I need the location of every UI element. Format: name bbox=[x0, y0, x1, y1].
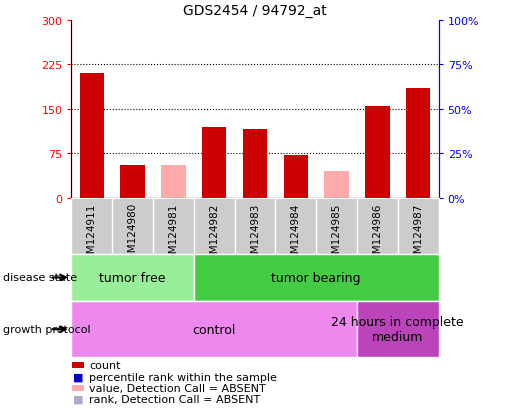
Text: GSM124980: GSM124980 bbox=[127, 203, 137, 266]
Bar bbox=[356, 301, 438, 357]
Bar bbox=[405, 89, 430, 198]
Text: percentile rank within the sample: percentile rank within the sample bbox=[89, 372, 276, 382]
Text: tumor free: tumor free bbox=[99, 271, 165, 284]
Text: disease state: disease state bbox=[3, 273, 76, 283]
Text: value, Detection Call = ABSENT: value, Detection Call = ABSENT bbox=[89, 383, 266, 393]
Bar bbox=[120, 166, 145, 198]
Bar bbox=[364, 107, 389, 198]
Bar bbox=[79, 74, 104, 198]
Text: GSM124987: GSM124987 bbox=[412, 203, 422, 266]
Text: tumor bearing: tumor bearing bbox=[271, 271, 360, 284]
Text: GSM124985: GSM124985 bbox=[331, 203, 341, 266]
Text: ■: ■ bbox=[73, 372, 83, 382]
Text: GSM124986: GSM124986 bbox=[372, 203, 382, 266]
Text: 24 hours in complete
medium: 24 hours in complete medium bbox=[331, 316, 463, 343]
Text: rank, Detection Call = ABSENT: rank, Detection Call = ABSENT bbox=[89, 394, 260, 404]
Bar bbox=[283, 156, 307, 198]
Text: growth protocol: growth protocol bbox=[3, 324, 90, 335]
Text: GSM124982: GSM124982 bbox=[209, 203, 219, 266]
Text: control: control bbox=[192, 323, 236, 336]
Bar bbox=[324, 172, 348, 198]
Bar bbox=[71, 301, 356, 357]
Bar bbox=[161, 166, 185, 198]
Text: GSM124984: GSM124984 bbox=[290, 203, 300, 266]
Text: GSM124911: GSM124911 bbox=[87, 203, 97, 266]
Text: count: count bbox=[89, 361, 121, 370]
Text: GSM124983: GSM124983 bbox=[249, 203, 260, 266]
Title: GDS2454 / 94792_at: GDS2454 / 94792_at bbox=[183, 4, 326, 18]
Text: ■: ■ bbox=[73, 394, 83, 404]
Bar bbox=[193, 254, 438, 301]
Text: GSM124981: GSM124981 bbox=[168, 203, 178, 266]
Bar bbox=[71, 254, 193, 301]
Bar bbox=[242, 130, 267, 198]
Bar bbox=[202, 127, 226, 198]
